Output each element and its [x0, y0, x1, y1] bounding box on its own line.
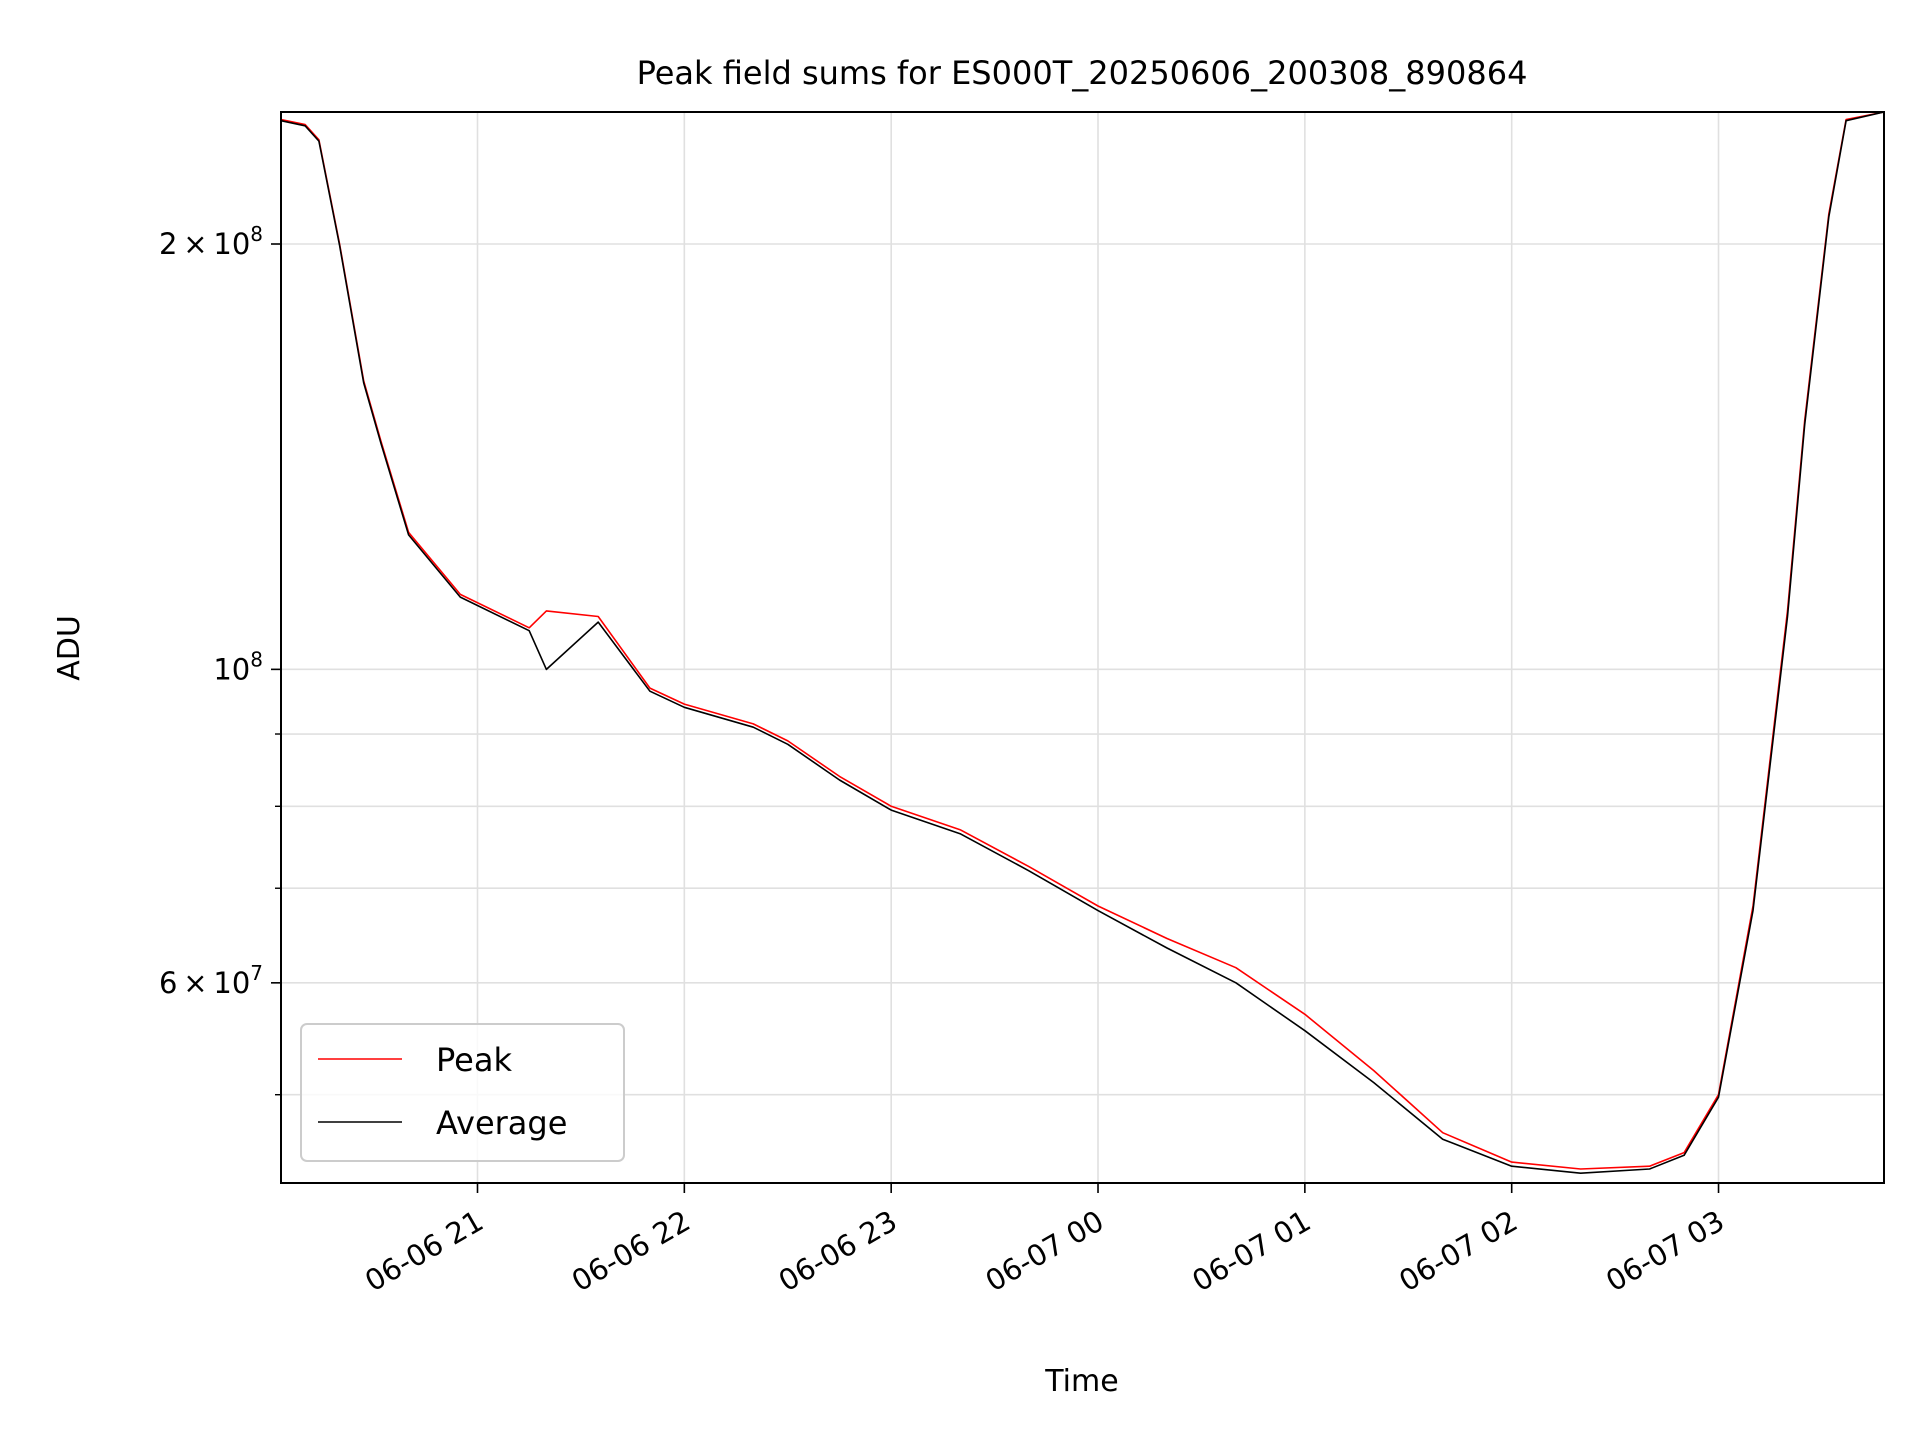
series-line-average	[280, 111, 1885, 1174]
y-tick-label: 2 × 108	[159, 222, 263, 261]
x-axis-label: Time	[1044, 1364, 1118, 1399]
y-axis-label: ADU	[52, 615, 87, 681]
legend: Peak Average	[300, 1023, 625, 1162]
legend-label-peak: Peak	[436, 1041, 512, 1079]
y-tick-label: 6 × 107	[159, 961, 263, 1000]
series-layer	[280, 111, 1885, 1174]
legend-label-average: Average	[436, 1104, 567, 1142]
plot-frame	[280, 111, 1885, 1184]
chart-title: Peak field sums for ES000T_20250606_2003…	[637, 54, 1528, 92]
